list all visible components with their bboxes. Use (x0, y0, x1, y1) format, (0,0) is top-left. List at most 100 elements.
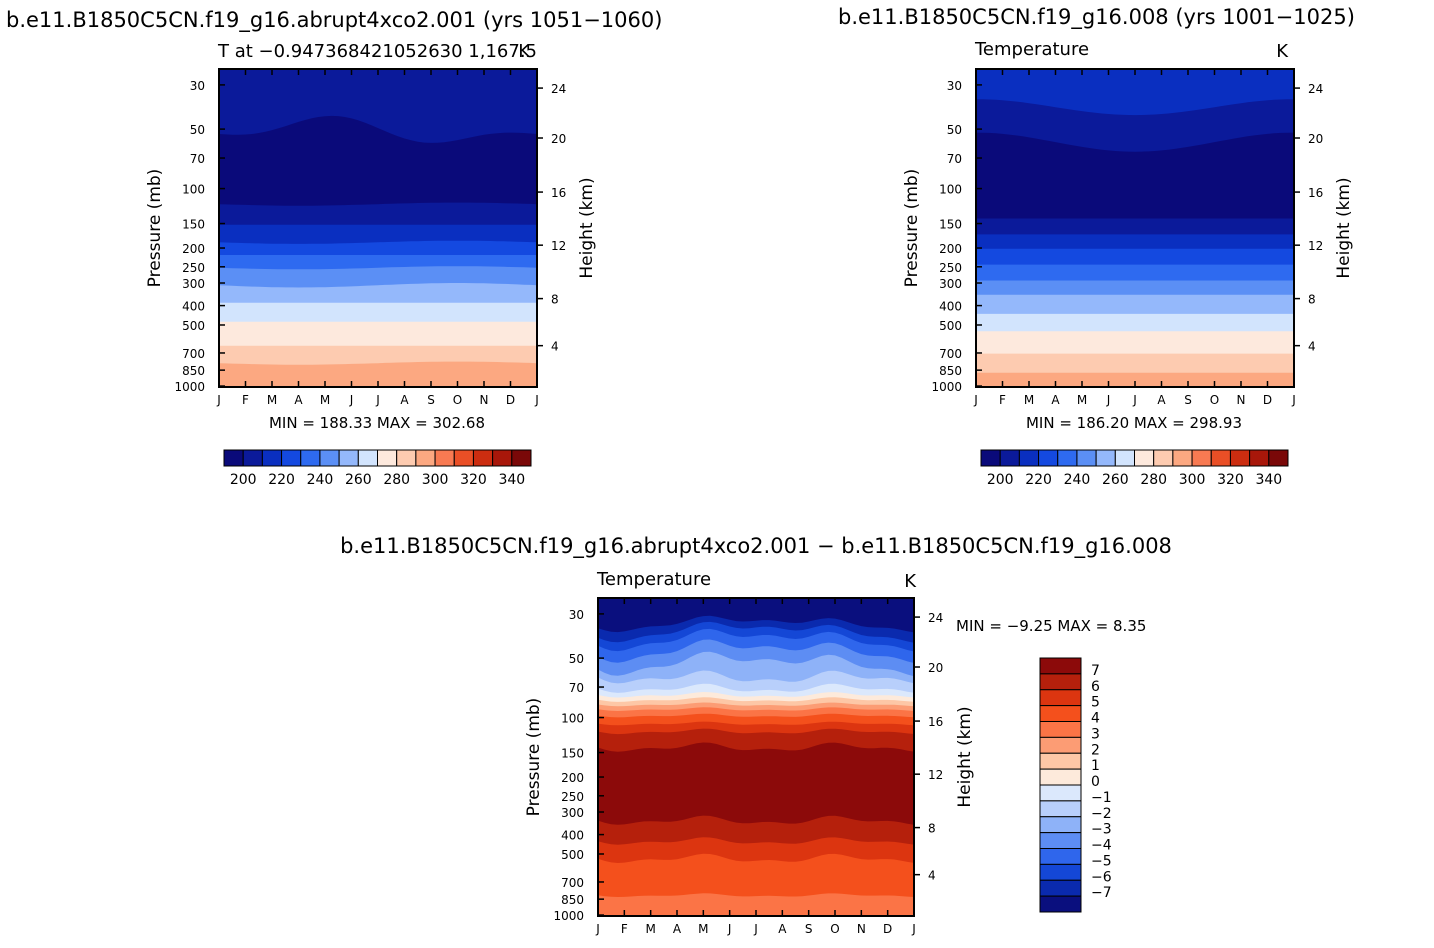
colorbar-label: 320 (1217, 472, 1244, 488)
colorbar-swatch (1039, 705, 1082, 722)
panel-1-units: K (518, 41, 531, 62)
panel-2-minmax: MIN = 186.20 MAX = 298.93 (1026, 414, 1242, 432)
colorbar-label: 2 (1091, 742, 1100, 758)
y-tick-label: 70 (947, 152, 962, 166)
x-tick-label: M (645, 922, 655, 936)
y-tick-label: 850 (939, 364, 962, 378)
colorbar-swatch (1038, 449, 1059, 467)
y-tick-label: 100 (939, 183, 962, 197)
colorbar-label: 4 (1091, 711, 1100, 727)
panel-2-subtitle: Temperature (974, 39, 1089, 60)
y-tick-label: 700 (939, 347, 962, 361)
panel-1-colorbar: 200 220 240 260 280 300 320 340 (223, 449, 532, 488)
colorbar-label: 240 (1064, 472, 1091, 488)
colorbar-swatch (980, 449, 1001, 467)
colorbar-label: 320 (460, 472, 487, 488)
colorbar-label: 300 (422, 472, 449, 488)
y-tick-label: 100 (182, 183, 205, 197)
y-tick-label: 500 (939, 319, 962, 333)
x-tick-label: J (911, 922, 916, 936)
y-right-tick-label: 16 (928, 715, 943, 729)
x-tick-label: D (506, 393, 515, 407)
y-tick-label: 200 (939, 242, 962, 256)
colorbar-swatch (434, 449, 455, 467)
x-tick-label: S (427, 393, 435, 407)
x-tick-label: N (1237, 393, 1246, 407)
panel-2-colorbar: 200 220 240 260 280 300 320 340 (980, 449, 1289, 488)
x-tick-label: M (698, 922, 708, 936)
panel-3-ylabel: Pressure (mb) (524, 698, 544, 817)
colorbar-swatch (357, 449, 378, 467)
y-right-tick-label: 20 (1308, 132, 1323, 146)
colorbar-swatch (1134, 449, 1155, 467)
x-tick-label: F (999, 393, 1006, 407)
y-tick-label: 150 (182, 218, 205, 232)
y-tick-label: 300 (561, 806, 584, 820)
y-right-tick-label: 8 (1308, 293, 1316, 307)
panel-2-title: b.e11.B1850C5CN.f19_g16.008 (yrs 1001−10… (838, 5, 1355, 30)
x-tick-label: J (1132, 393, 1137, 407)
y-right-tick-label: 4 (928, 869, 936, 883)
colorbar-label: 280 (383, 472, 410, 488)
colorbar-label: 200 (230, 472, 257, 488)
colorbar-swatch (1210, 449, 1231, 467)
colorbar-label: 220 (1025, 472, 1052, 488)
colorbar-label: 260 (1102, 472, 1129, 488)
y-tick-label: 150 (561, 747, 584, 761)
colorbar-swatch (1039, 784, 1082, 802)
colorbar-swatch (1114, 449, 1135, 467)
colorbar-label: 260 (345, 472, 372, 488)
colorbar-label: −6 (1091, 869, 1112, 885)
colorbar-label: 1 (1091, 758, 1100, 774)
x-tick-label: M (267, 393, 277, 407)
x-tick-label: J (216, 393, 221, 407)
x-tick-label: O (1210, 393, 1219, 407)
x-tick-label: N (480, 393, 489, 407)
colorbar-swatch (1039, 752, 1082, 770)
y-right-tick-label: 12 (551, 239, 566, 253)
y-right-tick-label: 4 (551, 340, 559, 354)
colorbar-swatch (281, 449, 302, 467)
x-tick-label: M (1024, 393, 1034, 407)
y-tick-label: 500 (182, 319, 205, 333)
colorbar-swatch (1039, 800, 1082, 818)
colorbar-swatch (300, 449, 321, 467)
x-tick-label: A (673, 922, 682, 936)
y-tick-label: 30 (947, 79, 962, 93)
y-right-tick-label: 16 (551, 186, 566, 200)
y-tick-label: 100 (561, 712, 584, 726)
colorbar-swatch (1153, 449, 1174, 467)
y-right-tick-label: 8 (551, 293, 559, 307)
colorbar-swatch (1039, 879, 1082, 897)
panel-1-ylabel-right: Height (km) (577, 177, 597, 278)
y-tick-label: 250 (939, 261, 962, 275)
colorbar-swatch (1076, 449, 1097, 467)
y-tick-label: 400 (561, 829, 584, 843)
colorbar-swatch (1249, 449, 1270, 467)
colorbar-label: 220 (268, 472, 295, 488)
y-tick-label: 300 (939, 277, 962, 291)
y-tick-label: 850 (561, 893, 584, 907)
colorbar-label: −5 (1091, 853, 1112, 869)
colorbar-swatch (223, 449, 244, 467)
panel-3-field (598, 598, 914, 916)
colorbar-swatch (1057, 449, 1078, 467)
colorbar-swatch (1191, 449, 1212, 467)
colorbar-swatch (1172, 449, 1193, 467)
colorbar-label: 3 (1091, 726, 1100, 742)
x-tick-label: O (453, 393, 462, 407)
colorbar-swatch (1039, 657, 1082, 675)
panel-2-ticks: J F M A M J J A S O N D J 30 50 70 100 150 200 250 300 400 500… (931, 69, 1323, 407)
y-tick-label: 1000 (931, 380, 962, 394)
x-tick-label: A (1051, 393, 1060, 407)
x-tick-label: J (534, 393, 539, 407)
colorbar-label: 0 (1091, 774, 1100, 790)
y-tick-label: 850 (182, 364, 205, 378)
x-tick-label: M (1077, 393, 1087, 407)
colorbar-swatch (1268, 449, 1289, 467)
y-tick-label: 50 (190, 123, 205, 137)
x-tick-label: F (621, 922, 628, 936)
colorbar-label: 340 (1255, 472, 1282, 488)
colorbar-swatch (1039, 895, 1082, 913)
